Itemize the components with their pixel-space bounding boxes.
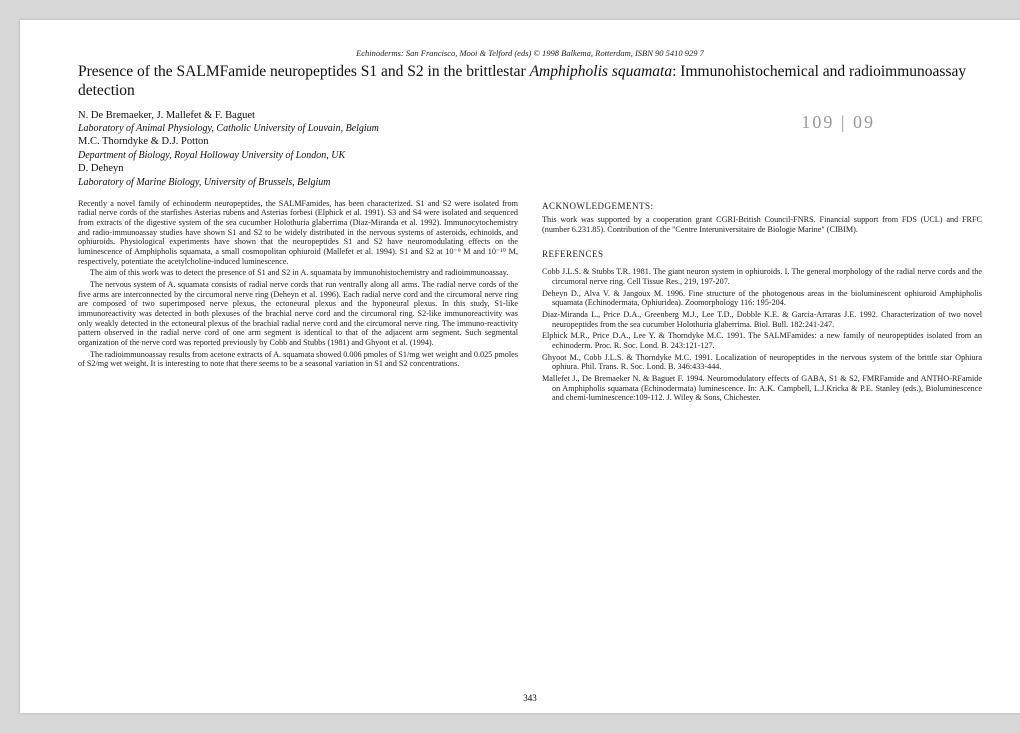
two-column-body: Recently a novel family of echinoderm ne… — [78, 199, 982, 405]
spacer — [542, 237, 982, 247]
title-part-a: Presence of the SALMFamide neuropeptides… — [78, 63, 530, 80]
reference-item: Ghyoot M., Cobb J.L.S. & Thorndyke M.C. … — [542, 353, 982, 372]
affiliation-3: Laboratory of Marine Biology, University… — [78, 176, 982, 189]
right-column: ACKNOWLEDGEMENTS: This work was supporte… — [542, 199, 982, 405]
acknowledgements-body: This work was supported by a cooperation… — [542, 215, 982, 234]
reference-item: Mallefet J., De Bremaeker N. & Baguet F.… — [542, 374, 982, 403]
author-group-2: M.C. Thorndyke & D.J. Potton — [78, 135, 982, 149]
title-species: Amphipholis squamata — [530, 63, 673, 80]
body-paragraph-3: The nervous system of A. squamata consis… — [78, 280, 518, 348]
reference-item: Cobb J.L.S. & Stubbs T.R. 1981. The gian… — [542, 267, 982, 286]
page: Echinoderms: San Francisco, Mooi & Telfo… — [20, 20, 1020, 713]
left-column: Recently a novel family of echinoderm ne… — [78, 199, 518, 405]
author-group-3: D. Deheyn — [78, 162, 982, 176]
article-title: Presence of the SALMFamide neuropeptides… — [78, 62, 982, 101]
reference-item: Elphick M.R., Price D.A., Lee Y. & Thorn… — [542, 331, 982, 350]
body-paragraph-1: Recently a novel family of echinoderm ne… — [78, 199, 518, 267]
handwritten-annotation: 109 | 09 — [801, 112, 875, 133]
acknowledgements-heading: ACKNOWLEDGEMENTS: — [542, 201, 982, 212]
header-citation: Echinoderms: San Francisco, Mooi & Telfo… — [78, 48, 982, 58]
body-paragraph-4: The radioimmunoassay results from aceton… — [78, 350, 518, 369]
reference-item: Deheyn D., Alva V. & Jangoux M. 1996. Fi… — [542, 289, 982, 308]
reference-item: Diaz-Miranda L., Price D.A., Greenberg M… — [542, 310, 982, 329]
page-number: 343 — [20, 693, 1020, 703]
references-heading: REFERENCES — [542, 249, 982, 260]
body-paragraph-2: The aim of this work was to detect the p… — [78, 268, 518, 278]
affiliation-2: Department of Biology, Royal Holloway Un… — [78, 149, 982, 162]
